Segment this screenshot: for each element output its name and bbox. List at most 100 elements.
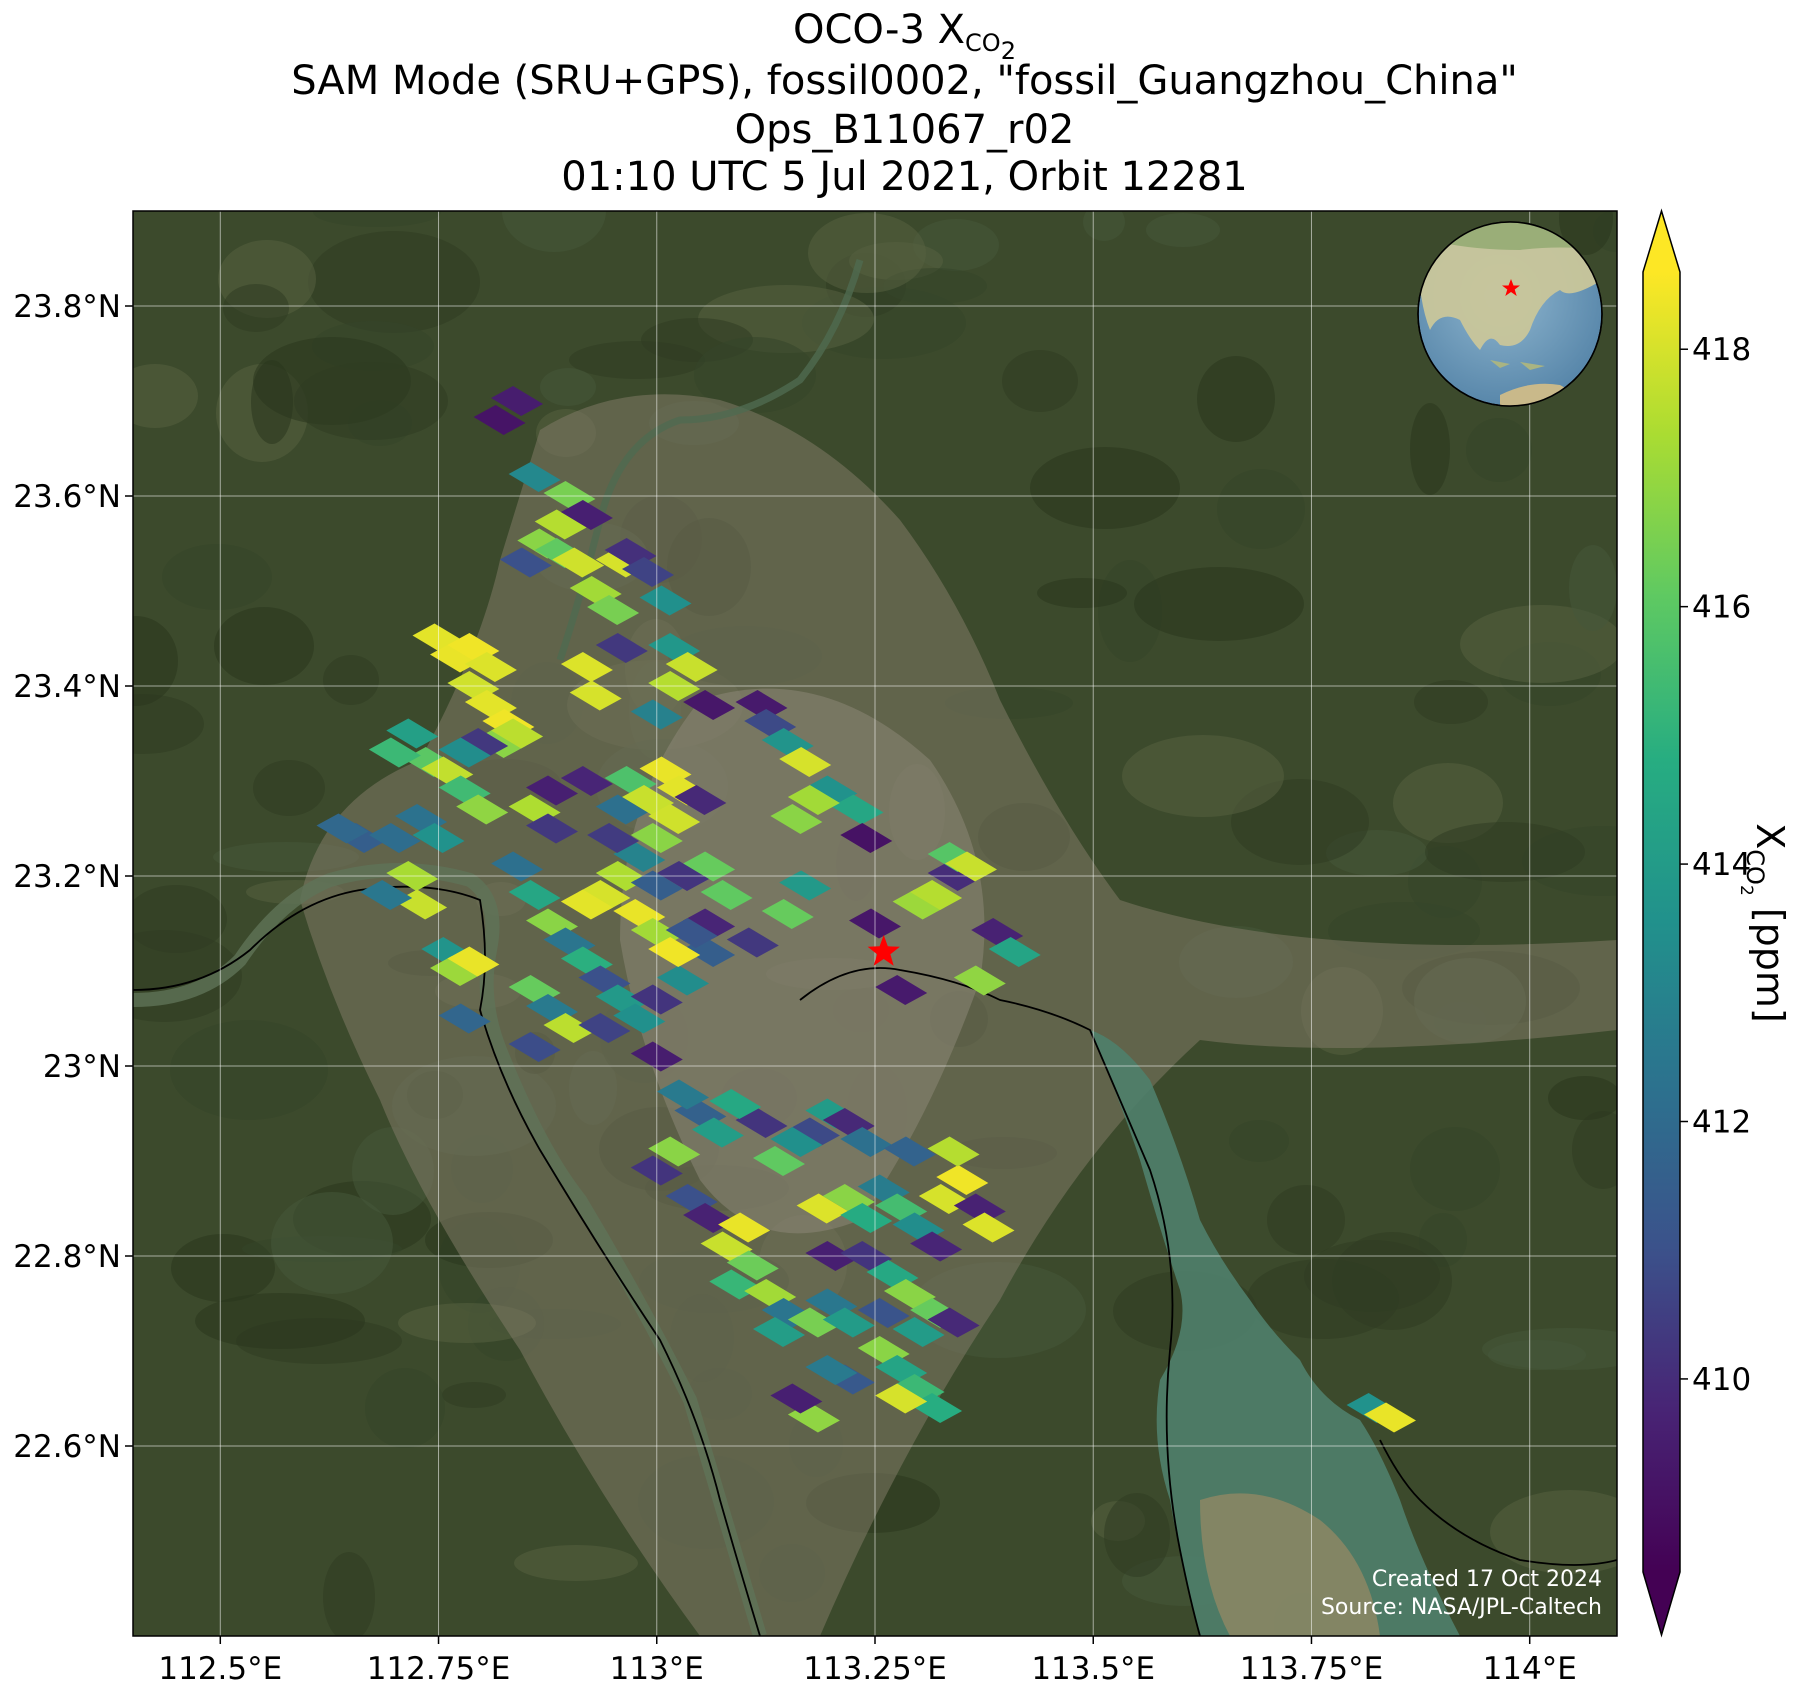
credit-created: Created 17 Oct 2024: [1372, 1567, 1602, 1592]
sounding: [491, 851, 544, 882]
sounding: [560, 652, 613, 682]
sounding: [735, 1108, 788, 1138]
colorbar: 410 412 414 416 418 XCO2 [ppm]: [1642, 208, 1792, 1638]
lat-tick-label: 23.2°N: [13, 859, 121, 895]
sounding: [491, 386, 544, 416]
lat-tick-label: 23.8°N: [13, 289, 121, 325]
terrain-patch: [162, 544, 272, 610]
sounding: [578, 1013, 631, 1043]
terrain-patch: [1460, 605, 1617, 683]
terrain-patch: [294, 362, 448, 440]
sounding: [927, 1136, 980, 1167]
terrain-patch: [694, 337, 816, 413]
colorbar-extend-min: [1643, 1572, 1680, 1635]
sounding: [691, 1117, 744, 1148]
terrain-patch: [1197, 356, 1275, 442]
terrain-patch: [1490, 1490, 1617, 1574]
sounding: [709, 1089, 762, 1119]
sounding: [491, 718, 544, 749]
sounding: [718, 1212, 771, 1243]
lon-tick-label: 113.25°E: [803, 1651, 947, 1685]
sounding: [822, 1307, 875, 1338]
terrain-patch: [1083, 211, 1125, 241]
sounding: [560, 766, 613, 796]
sounding: [674, 785, 727, 815]
sounding: [613, 842, 666, 872]
sounding: [831, 794, 884, 825]
title-line-3: Ops_B11067_r02: [734, 107, 1075, 153]
sounding: [892, 1317, 945, 1347]
sounding: [770, 1383, 823, 1414]
terrain-patch: [1104, 1493, 1170, 1577]
title-line-4: 01:10 UTC 5 Jul 2021, Orbit 12281: [561, 154, 1248, 200]
sounding: [657, 1079, 709, 1110]
sounding: [595, 794, 648, 825]
sounding: [962, 1212, 1015, 1243]
sounding: [508, 462, 561, 492]
sounding: [560, 889, 613, 920]
terrain-patch: [1466, 418, 1532, 482]
colorbar-tick-label: 414: [1692, 847, 1751, 883]
colorbar-tick-label: 418: [1692, 332, 1751, 368]
terrain-patch: [195, 1293, 365, 1349]
sounding: [560, 500, 613, 530]
gridlines: [133, 211, 1617, 1636]
terrain-patch: [1267, 1185, 1345, 1255]
sounding: [770, 1127, 823, 1157]
sounding: [368, 823, 421, 853]
sounding: [787, 1117, 840, 1148]
sounding: [447, 946, 500, 977]
sounding: [526, 813, 578, 844]
sounding: [543, 1013, 596, 1043]
title-sub: CO: [965, 29, 1001, 57]
colorbar-ticks: 410 412 414 416 418: [1680, 332, 1751, 1398]
sounding: [700, 880, 753, 910]
terrain-patch: [133, 885, 227, 953]
terrain-patch: [540, 368, 596, 406]
sounding: [988, 937, 1041, 967]
sounding: [648, 937, 701, 967]
sounding: [368, 737, 421, 768]
terrain-patch: [1572, 1111, 1617, 1189]
sounding: [840, 1203, 893, 1233]
sounding: [883, 1279, 936, 1309]
sounding: [316, 813, 369, 844]
credit-source: Source: NASA/JPL-Caltech: [1321, 1595, 1602, 1620]
sounding: [761, 899, 814, 929]
sounding: [683, 908, 736, 939]
terrain-patch: [323, 1552, 375, 1636]
globe-location-star: [1502, 279, 1520, 296]
sounding: [953, 965, 1006, 996]
sounding: [683, 690, 736, 720]
sounding: [578, 880, 631, 910]
sounding: [665, 918, 718, 948]
colorbar-label: XCO2 [ppm]: [1736, 823, 1792, 1023]
title-line-1: OCO-3 XCO2: [0, 6, 1809, 75]
terrain-patch: [502, 211, 606, 252]
terrain-patch: [808, 213, 926, 293]
sounding: [648, 1136, 701, 1167]
sounding: [840, 823, 893, 853]
indonesia-islands: [1490, 360, 1545, 370]
sounding: [796, 1193, 849, 1224]
sounding: [386, 718, 439, 749]
sounding: [779, 747, 832, 777]
globe-inset: [1417, 221, 1603, 407]
sounding: [526, 775, 578, 806]
terrain-patch: [133, 616, 178, 706]
longitude-ticks: 112.5°E 112.75°E 113°E 113.25°E 113.5°E 113.7…: [158, 1636, 1577, 1685]
terrain-patch: [1122, 735, 1284, 817]
sounding: [787, 785, 840, 815]
sounding: [360, 880, 413, 910]
terrain-patch: [1393, 763, 1503, 843]
terrain-patch: [569, 341, 705, 379]
colorbar-tick-label: 416: [1692, 590, 1751, 626]
title-sub2: 2: [1000, 37, 1016, 65]
terrain-patch: [1229, 1120, 1289, 1162]
sounding: [726, 927, 779, 958]
sounding: [1364, 1402, 1416, 1433]
lon-tick-label: 114°E: [1483, 1651, 1577, 1685]
lon-tick-label: 113.75°E: [1240, 1651, 1384, 1685]
terrain-patch: [1037, 578, 1127, 608]
sounding: [430, 956, 482, 986]
